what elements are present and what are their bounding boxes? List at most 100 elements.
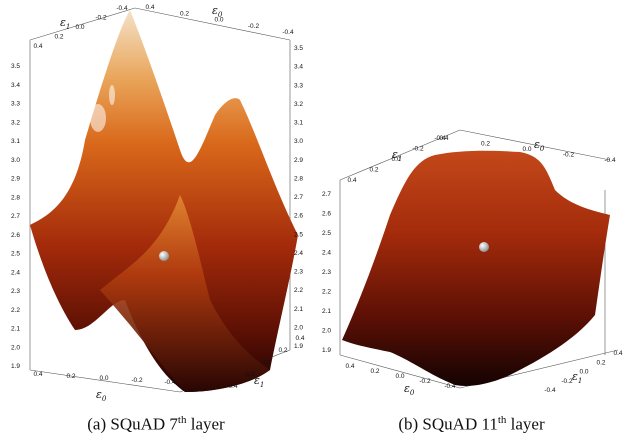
- z-ticks-right-a: 3.5 3.4 3.3 3.2 3.1 3.0 2.9 2.8 2.7 2.6 2.5 2.4 2.3 2…: [294, 45, 303, 350]
- caption-b: (b) SQuAD 11th layer: [398, 414, 545, 434]
- tick-label: -0.4: [544, 387, 556, 394]
- tick-label: -0.2: [95, 15, 107, 22]
- z-tick-label: 3.3: [11, 101, 20, 108]
- tick-label: 0.4: [439, 135, 448, 142]
- z-tick-label: 2.1: [11, 326, 20, 333]
- tick-label: -0.4: [226, 383, 238, 390]
- caption-a: (a) SQuAD 7th layer: [87, 414, 225, 434]
- panel-a: 3.5 3.4 3.3 3.2 3.1 3.0 2.9 2.8 2.7 2.6 2.5 2.4 2.3 2…: [11, 4, 305, 434]
- z-tick-label: 3.3: [294, 82, 303, 89]
- bottom-left-ticks-b: 0.4 0.2 0.0 -0.2 -0.4: [345, 363, 456, 390]
- z-tick-label: 2.9: [11, 176, 20, 183]
- z-tick-label: 3.1: [11, 138, 20, 145]
- top-left-ticks-a: 0.4 0.2 0.0 -0.2 -0.4: [33, 5, 128, 50]
- top-right-ticks-a: 0.4 0.2 0.0 -0.2 -0.4: [145, 4, 294, 36]
- z-tick-label: 3.4: [294, 64, 303, 71]
- z-tick-label: 2.3: [322, 269, 331, 276]
- tick-label: 0.0: [75, 24, 84, 31]
- loss-surface-a-fold: [100, 195, 270, 392]
- z-tick-label: 2.0: [11, 344, 20, 351]
- tick-label: -0.4: [444, 383, 456, 390]
- z-ticks-left-a: 3.5 3.4 3.3 3.2 3.1 3.0 2.9 2.8 2.7 2.6 2.5 2.4 2.3 2…: [11, 63, 20, 370]
- marker-ball-b: [479, 242, 489, 252]
- tick-label: -0.4: [282, 29, 294, 36]
- tick-label: 0.4: [345, 363, 354, 370]
- bottom-left-ticks-a: 0.4 0.2 0.0 -0.2 -0.4: [33, 371, 176, 386]
- z-tick-label: 3.2: [294, 101, 303, 108]
- z-tick-label: 3.5: [294, 45, 303, 52]
- z-tick-label: 2.4: [294, 250, 303, 257]
- tick-label: -0.2: [412, 146, 424, 153]
- tick-label: -0.2: [248, 23, 260, 30]
- axis-label-e0-top-b: ε0: [534, 138, 545, 153]
- tick-label: 0.0: [391, 156, 400, 163]
- tick-label: 0.4: [33, 371, 42, 378]
- z-tick-label: 2.6: [294, 213, 303, 220]
- z-tick-label: 2.2: [294, 287, 303, 294]
- tick-label: -0.2: [131, 377, 143, 384]
- z-tick-label: 2.6: [11, 232, 20, 239]
- z-tick-label: 3.0: [294, 138, 303, 145]
- z-tick-label: 2.3: [294, 269, 303, 276]
- z-tick-label: 1.9: [11, 363, 20, 370]
- bottom-right-ticks-b: -0.4 -0.2 0.0 0.2 0.4: [544, 350, 622, 394]
- panel-b: 2.7 2.6 2.5 2.4 2.3 2.2 2.1 2.0 1.9 0.4 0.2 0.0 -0.…: [320, 0, 623, 443]
- z-tick-label: 2.8: [294, 175, 303, 182]
- z-tick-label: 2.5: [11, 251, 20, 258]
- tick-label: 0.4: [347, 177, 356, 184]
- surface-plot-b: 2.72.62.52.42.32.22.12.01.9 0.40.20.0-0.…: [322, 129, 623, 397]
- tick-label: 0.2: [180, 10, 189, 17]
- bottom-right-ticks-a: -0.4 -0.2 0.0 0.2 0.4: [226, 335, 304, 390]
- z-tick-label: 2.7: [294, 194, 303, 201]
- axis-label-e0-bottom-a: ε0: [96, 388, 107, 403]
- loss-surface-b: [342, 150, 610, 386]
- tick-label: 0.0: [99, 375, 108, 382]
- z-tick-label: 2.4: [322, 250, 331, 257]
- z-tick-label: 2.7: [11, 213, 20, 220]
- tick-label: -0.2: [243, 371, 255, 378]
- tick-label: -0.4: [116, 5, 128, 12]
- tick-label: 0.4: [295, 335, 304, 342]
- tick-label: -0.4: [434, 135, 446, 142]
- surface-plot-a: 3.5 3.4 3.3 3.2 3.1 3.0 2.9 2.8 2.7 2.6 2.5 2.4 2.3 2…: [11, 4, 305, 403]
- top-left-ticks-b: 0.4 0.2 0.0 -0.2 -0.4: [347, 135, 446, 184]
- marker-ball-a: [159, 251, 169, 261]
- z-tick-label: 3.2: [11, 119, 20, 126]
- tick-label: 0.4: [613, 350, 622, 357]
- tick-label: 0.2: [66, 373, 75, 380]
- z-tick-label: 2.6: [322, 211, 331, 218]
- tick-label: 0.2: [278, 347, 287, 354]
- z-tick-label: 2.2: [11, 307, 20, 314]
- z-tick-label: 2.7: [322, 191, 331, 198]
- z-tick-label: 1.9: [322, 347, 331, 354]
- z-tick-label: 2.1: [294, 306, 303, 313]
- tick-label: -0.4: [604, 157, 616, 164]
- top-right-ticks-b: 0.4 0.2 0.0 -0.2 -0.4: [439, 135, 616, 164]
- surface-highlights-a: [90, 85, 115, 132]
- axis-label-e0-top-a: ε0: [212, 4, 223, 19]
- z-tick-label: 2.0: [294, 324, 303, 331]
- z-tick-label: 2.3: [11, 288, 20, 295]
- axis-label-e0-bottom-b: ε0: [404, 382, 415, 397]
- z-tick-label: 3.5: [11, 63, 20, 70]
- z-tick-label: 2.8: [11, 194, 20, 201]
- z-tick-label: 2.9: [294, 157, 303, 164]
- z-tick-label: 2.5: [294, 231, 303, 238]
- tick-label: -0.2: [561, 378, 573, 385]
- tick-label: 0.2: [481, 141, 490, 148]
- tick-label: 0.0: [395, 373, 404, 380]
- z-tick-label: 3.1: [294, 120, 303, 127]
- axis-label-e1-bottom-b: ε1: [572, 370, 582, 385]
- z-tick-label: 2.0: [322, 328, 331, 335]
- axis-label-e1-top-a: ε1: [60, 16, 70, 31]
- z-tick-label: 3.0: [11, 157, 20, 164]
- tick-label: -0.2: [563, 152, 575, 159]
- tick-label: 0.2: [54, 34, 63, 41]
- tick-label: 0.0: [214, 17, 223, 24]
- axis-label-e1-top-b: ε1: [392, 148, 402, 163]
- z-ticks-left-b: 2.7 2.6 2.5 2.4 2.3 2.2 2.1 2.0 1.9: [322, 191, 331, 354]
- axis-label-e1-bottom-a: ε1: [254, 374, 264, 389]
- z-tick-label: 2.4: [11, 269, 20, 276]
- tick-label: 0.0: [261, 359, 270, 366]
- tick-label: -0.2: [419, 378, 431, 385]
